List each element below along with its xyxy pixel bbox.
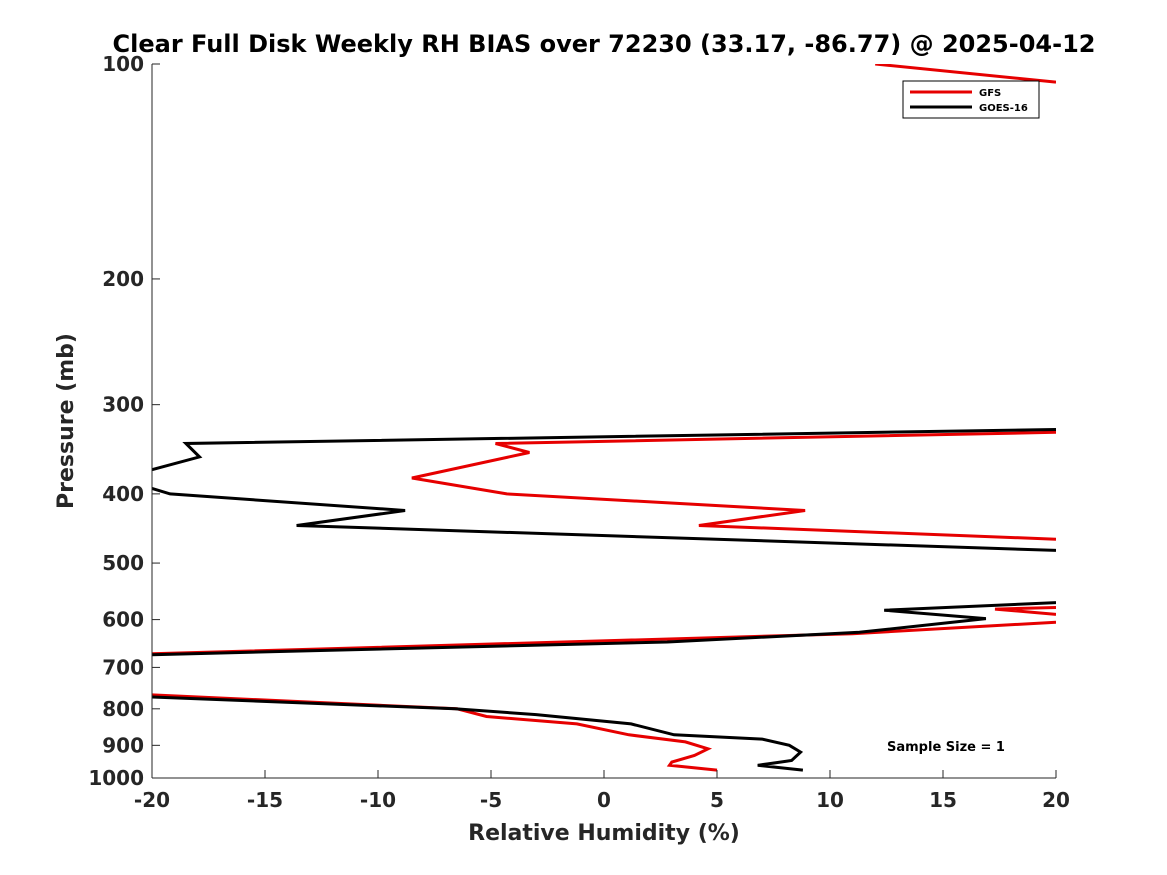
legend: GFS GOES-16 bbox=[902, 80, 1040, 119]
y-tick-label: 500 bbox=[102, 551, 144, 575]
series-line-goes-16 bbox=[152, 428, 1056, 472]
series-line-gfs bbox=[411, 430, 1056, 541]
y-ticks: 100 200 300 400 500 600 700 800 900 1000 bbox=[88, 52, 160, 790]
y-tick-label: 1000 bbox=[88, 766, 144, 790]
y-tick-label: 100 bbox=[102, 52, 144, 76]
series-line-gfs bbox=[994, 606, 1056, 616]
legend-label-gfs: GFS bbox=[979, 88, 1001, 99]
x-tick-label: 10 bbox=[816, 788, 844, 812]
legend-label-goes-16: GOES-16 bbox=[979, 103, 1028, 114]
x-tick-label: -10 bbox=[360, 788, 396, 812]
x-tick-label: -15 bbox=[247, 788, 283, 812]
y-tick-label: 800 bbox=[102, 697, 144, 721]
series-line-gfs bbox=[152, 693, 718, 772]
x-tick-label: -5 bbox=[480, 788, 502, 812]
series-line-goes-16 bbox=[152, 601, 1056, 657]
x-tick-label: 0 bbox=[597, 788, 611, 812]
x-tick-label: 5 bbox=[710, 788, 724, 812]
series-goes-16 bbox=[152, 428, 1056, 772]
x-tick-label: 20 bbox=[1042, 788, 1070, 812]
series-layer bbox=[152, 64, 1056, 772]
y-axis-label: Pressure (mb) bbox=[54, 333, 79, 509]
sample-size-annotation: Sample Size = 1 bbox=[887, 740, 1005, 755]
series-line-goes-16 bbox=[152, 695, 804, 772]
legend-box bbox=[902, 80, 1040, 119]
plot-background bbox=[152, 64, 1056, 778]
y-tick-label: 400 bbox=[102, 482, 144, 506]
y-tick-label: 700 bbox=[102, 655, 144, 679]
plot-area: -20 -15 -10 -5 0 5 10 15 20 100 200 300 400 500 600 70… bbox=[88, 52, 1070, 812]
x-ticks: -20 -15 -10 -5 0 5 10 15 20 bbox=[134, 770, 1070, 812]
series-line-goes-16 bbox=[152, 486, 1056, 552]
y-tick-label: 200 bbox=[102, 267, 144, 291]
y-tick-label: 300 bbox=[102, 393, 144, 417]
chart-title: Clear Full Disk Weekly RH BIAS over 7223… bbox=[113, 30, 1096, 58]
y-tick-label: 900 bbox=[102, 733, 144, 757]
series-line-gfs bbox=[875, 64, 1056, 84]
x-tick-label: 15 bbox=[929, 788, 957, 812]
x-tick-label: -20 bbox=[134, 788, 170, 812]
y-tick-label: 600 bbox=[102, 608, 144, 632]
x-axis-label: Relative Humidity (%) bbox=[468, 821, 740, 846]
